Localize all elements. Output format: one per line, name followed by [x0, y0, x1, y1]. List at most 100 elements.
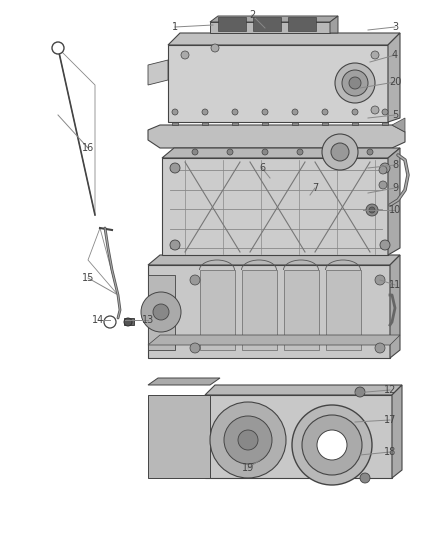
Circle shape: [192, 149, 198, 155]
Polygon shape: [148, 125, 405, 148]
Circle shape: [238, 430, 258, 450]
Circle shape: [371, 106, 379, 114]
Text: 16: 16: [82, 143, 94, 153]
Circle shape: [352, 109, 358, 115]
Polygon shape: [392, 385, 402, 478]
Polygon shape: [210, 16, 338, 22]
Circle shape: [322, 134, 358, 170]
Polygon shape: [388, 148, 400, 255]
Bar: [124, 318, 134, 325]
Bar: [382, 112, 388, 125]
Polygon shape: [162, 148, 400, 158]
Circle shape: [342, 70, 368, 96]
Text: 19: 19: [242, 463, 254, 473]
Text: 6: 6: [259, 163, 265, 173]
Polygon shape: [210, 22, 330, 33]
Bar: [253, 17, 281, 31]
Circle shape: [262, 149, 268, 155]
Circle shape: [371, 51, 379, 59]
Polygon shape: [242, 270, 277, 350]
Polygon shape: [148, 378, 220, 385]
Bar: [322, 112, 328, 125]
Text: 17: 17: [384, 415, 396, 425]
Circle shape: [366, 204, 378, 216]
Polygon shape: [148, 395, 210, 478]
Text: 5: 5: [392, 110, 398, 120]
Polygon shape: [205, 395, 392, 478]
Circle shape: [211, 44, 219, 52]
Bar: [202, 112, 208, 125]
Circle shape: [375, 275, 385, 285]
Circle shape: [153, 304, 169, 320]
Circle shape: [172, 109, 178, 115]
Text: 10: 10: [389, 205, 401, 215]
Text: 7: 7: [312, 183, 318, 193]
Circle shape: [355, 387, 365, 397]
Circle shape: [367, 149, 373, 155]
Polygon shape: [390, 255, 400, 358]
Circle shape: [369, 207, 375, 213]
Text: 13: 13: [142, 315, 154, 325]
Text: 1: 1: [172, 22, 178, 32]
Bar: [218, 17, 246, 31]
Polygon shape: [148, 265, 390, 358]
Bar: [288, 17, 316, 31]
Circle shape: [380, 240, 390, 250]
Circle shape: [317, 430, 347, 460]
Circle shape: [227, 149, 233, 155]
Polygon shape: [148, 60, 168, 85]
Circle shape: [335, 63, 375, 103]
Polygon shape: [162, 158, 388, 255]
Circle shape: [382, 109, 388, 115]
Circle shape: [202, 109, 208, 115]
Polygon shape: [330, 16, 338, 33]
Circle shape: [141, 292, 181, 332]
Polygon shape: [148, 275, 175, 350]
Circle shape: [232, 109, 238, 115]
Circle shape: [379, 166, 387, 174]
Text: 2: 2: [249, 10, 255, 20]
Text: 8: 8: [392, 160, 398, 170]
Circle shape: [302, 415, 362, 475]
Circle shape: [104, 316, 116, 328]
Polygon shape: [168, 33, 400, 45]
Text: 11: 11: [389, 280, 401, 290]
Circle shape: [292, 109, 298, 115]
Circle shape: [331, 143, 349, 161]
Polygon shape: [284, 270, 319, 350]
Circle shape: [262, 109, 268, 115]
Circle shape: [224, 416, 272, 464]
Circle shape: [124, 318, 132, 326]
Bar: [262, 112, 268, 125]
Polygon shape: [200, 270, 235, 350]
Circle shape: [170, 240, 180, 250]
Polygon shape: [148, 335, 400, 345]
Polygon shape: [168, 45, 388, 122]
Circle shape: [190, 275, 200, 285]
Circle shape: [379, 181, 387, 189]
Text: 14: 14: [92, 315, 104, 325]
Text: 4: 4: [392, 50, 398, 60]
Circle shape: [170, 163, 180, 173]
Bar: [352, 112, 358, 125]
Text: 20: 20: [389, 77, 401, 87]
Text: 3: 3: [392, 22, 398, 32]
Polygon shape: [148, 255, 400, 265]
Circle shape: [292, 405, 372, 485]
Polygon shape: [205, 385, 402, 395]
Circle shape: [322, 109, 328, 115]
Text: 12: 12: [384, 385, 396, 395]
Text: 9: 9: [392, 183, 398, 193]
Circle shape: [337, 149, 343, 155]
Polygon shape: [326, 270, 361, 350]
Circle shape: [297, 149, 303, 155]
Polygon shape: [388, 33, 400, 122]
Bar: [172, 112, 178, 125]
Circle shape: [349, 77, 361, 89]
Circle shape: [360, 473, 370, 483]
Text: 18: 18: [384, 447, 396, 457]
Circle shape: [380, 163, 390, 173]
Circle shape: [210, 402, 286, 478]
Circle shape: [52, 42, 64, 54]
Circle shape: [190, 343, 200, 353]
